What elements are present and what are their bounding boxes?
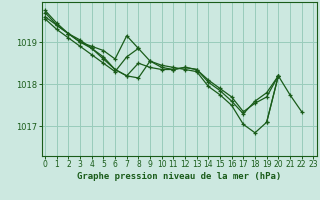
X-axis label: Graphe pression niveau de la mer (hPa): Graphe pression niveau de la mer (hPa) [77,172,281,181]
